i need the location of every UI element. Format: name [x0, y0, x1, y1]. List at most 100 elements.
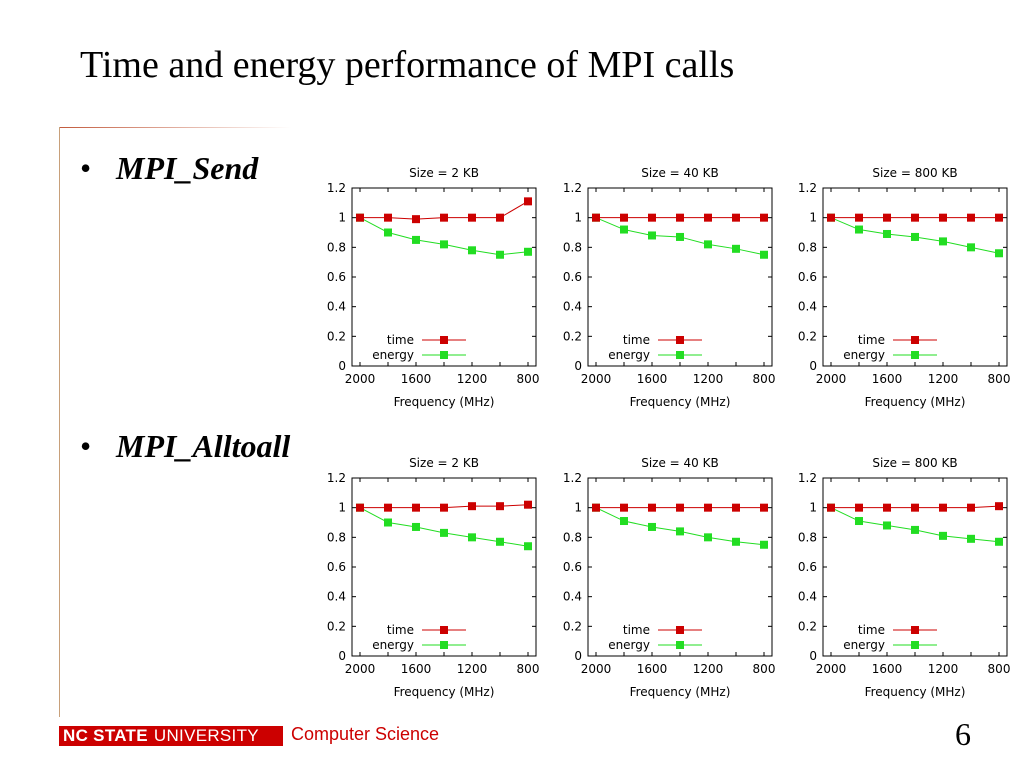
data-point-energy — [468, 533, 476, 542]
x-tick-label: 1200 — [457, 372, 488, 386]
data-point-energy — [496, 250, 504, 259]
accent-vertical-divider — [59, 127, 60, 717]
x-tick-label: 1600 — [401, 662, 432, 676]
bullet-label: MPI_Alltoall — [116, 428, 291, 464]
data-point-energy — [620, 517, 628, 526]
data-point-time — [384, 503, 392, 512]
y-tick-label: 1.2 — [563, 181, 582, 195]
legend-marker-energy — [440, 351, 448, 359]
x-tick-label: 1600 — [401, 372, 432, 386]
x-axis-label: Frequency (MHz) — [865, 395, 966, 409]
data-point-time — [883, 503, 891, 512]
legend-marker-energy — [440, 641, 448, 649]
data-point-time — [496, 502, 504, 511]
data-point-time — [356, 213, 364, 222]
y-tick-label: 0.4 — [327, 300, 346, 314]
data-point-time — [648, 213, 656, 222]
x-tick-label: 1600 — [872, 662, 903, 676]
university-name-rest: UNIVERSITY — [153, 726, 259, 745]
legend-marker-time — [676, 626, 684, 634]
data-point-energy — [883, 229, 891, 238]
y-tick-label: 0.8 — [798, 240, 817, 254]
data-point-energy — [855, 225, 863, 234]
legend-label-energy: energy — [843, 638, 885, 652]
chart-panel: Size = 2 KB 0 0.2 0.4 0.6 0.8 1 1.2 2000 1600 1200… — [327, 166, 540, 409]
department-name: Computer Science — [291, 724, 440, 744]
y-tick-label: 1.2 — [798, 181, 817, 195]
bullet-label: MPI_Send — [116, 150, 259, 186]
data-point-time — [704, 213, 712, 222]
y-tick-label: 0 — [809, 649, 817, 663]
y-tick-label: 0.6 — [327, 270, 346, 284]
data-point-time — [496, 213, 504, 222]
data-point-time — [620, 213, 628, 222]
data-point-energy — [939, 237, 947, 246]
data-point-energy — [911, 525, 919, 534]
data-point-time — [440, 503, 448, 512]
data-point-time — [440, 213, 448, 222]
data-point-time — [412, 215, 420, 224]
chart-title: Size = 2 KB — [409, 166, 479, 180]
legend-label-energy: energy — [843, 348, 885, 362]
chart-panel: Size = 800 KB 0 0.2 0.4 0.6 0.8 1 1.2 2000 1600 12… — [798, 456, 1011, 699]
x-tick-label: 800 — [517, 662, 540, 676]
legend-label-energy: energy — [372, 348, 414, 362]
data-point-time — [995, 502, 1003, 511]
data-point-time — [760, 213, 768, 222]
y-tick-label: 0.2 — [563, 619, 582, 633]
data-point-time — [827, 503, 835, 512]
y-tick-label: 0.6 — [327, 560, 346, 574]
data-point-time — [704, 503, 712, 512]
y-tick-label: 0.4 — [327, 590, 346, 604]
chart-panel: Size = 40 KB 0 0.2 0.4 0.6 0.8 1 1.2 2000 1600 120… — [563, 166, 776, 409]
data-point-energy — [911, 232, 919, 241]
data-point-energy — [620, 225, 628, 234]
data-point-time — [883, 213, 891, 222]
data-point-time — [939, 213, 947, 222]
data-point-energy — [496, 537, 504, 546]
x-tick-label: 2000 — [345, 662, 376, 676]
y-tick-label: 1 — [574, 211, 582, 225]
data-point-time — [648, 503, 656, 512]
y-tick-label: 1.2 — [327, 471, 346, 485]
data-point-energy — [760, 540, 768, 549]
data-point-time — [468, 502, 476, 511]
legend-label-time: time — [623, 333, 650, 347]
legend-marker-time — [440, 626, 448, 634]
data-point-time — [732, 213, 740, 222]
x-tick-label: 2000 — [581, 372, 612, 386]
y-tick-label: 0.4 — [563, 590, 582, 604]
y-tick-label: 0 — [338, 649, 346, 663]
y-tick-label: 0.8 — [327, 240, 346, 254]
x-tick-label: 2000 — [816, 662, 847, 676]
y-tick-label: 0 — [338, 359, 346, 373]
x-tick-label: 800 — [988, 662, 1011, 676]
chart-title: Size = 40 KB — [641, 166, 719, 180]
y-tick-label: 0.2 — [563, 329, 582, 343]
data-point-energy — [524, 542, 532, 551]
chart-title: Size = 800 KB — [872, 456, 957, 470]
data-point-time — [468, 213, 476, 222]
y-tick-label: 0.8 — [563, 530, 582, 544]
data-point-energy — [384, 228, 392, 237]
x-tick-label: 1200 — [693, 372, 724, 386]
y-tick-label: 1 — [809, 501, 817, 515]
y-tick-label: 0.8 — [798, 530, 817, 544]
legend-label-energy: energy — [372, 638, 414, 652]
x-tick-label: 1600 — [637, 662, 668, 676]
legend-label-time: time — [858, 333, 885, 347]
data-point-energy — [883, 521, 891, 530]
data-point-energy — [967, 243, 975, 252]
data-point-time — [592, 213, 600, 222]
data-point-time — [620, 503, 628, 512]
data-point-time — [356, 503, 364, 512]
x-tick-label: 800 — [988, 372, 1011, 386]
y-tick-label: 0.4 — [798, 590, 817, 604]
y-tick-label: 0.6 — [798, 270, 817, 284]
data-point-energy — [732, 244, 740, 253]
legend-marker-energy — [911, 351, 919, 359]
accent-divider — [59, 127, 291, 128]
legend-marker-energy — [676, 641, 684, 649]
x-axis-label: Frequency (MHz) — [394, 395, 495, 409]
data-point-energy — [648, 522, 656, 531]
